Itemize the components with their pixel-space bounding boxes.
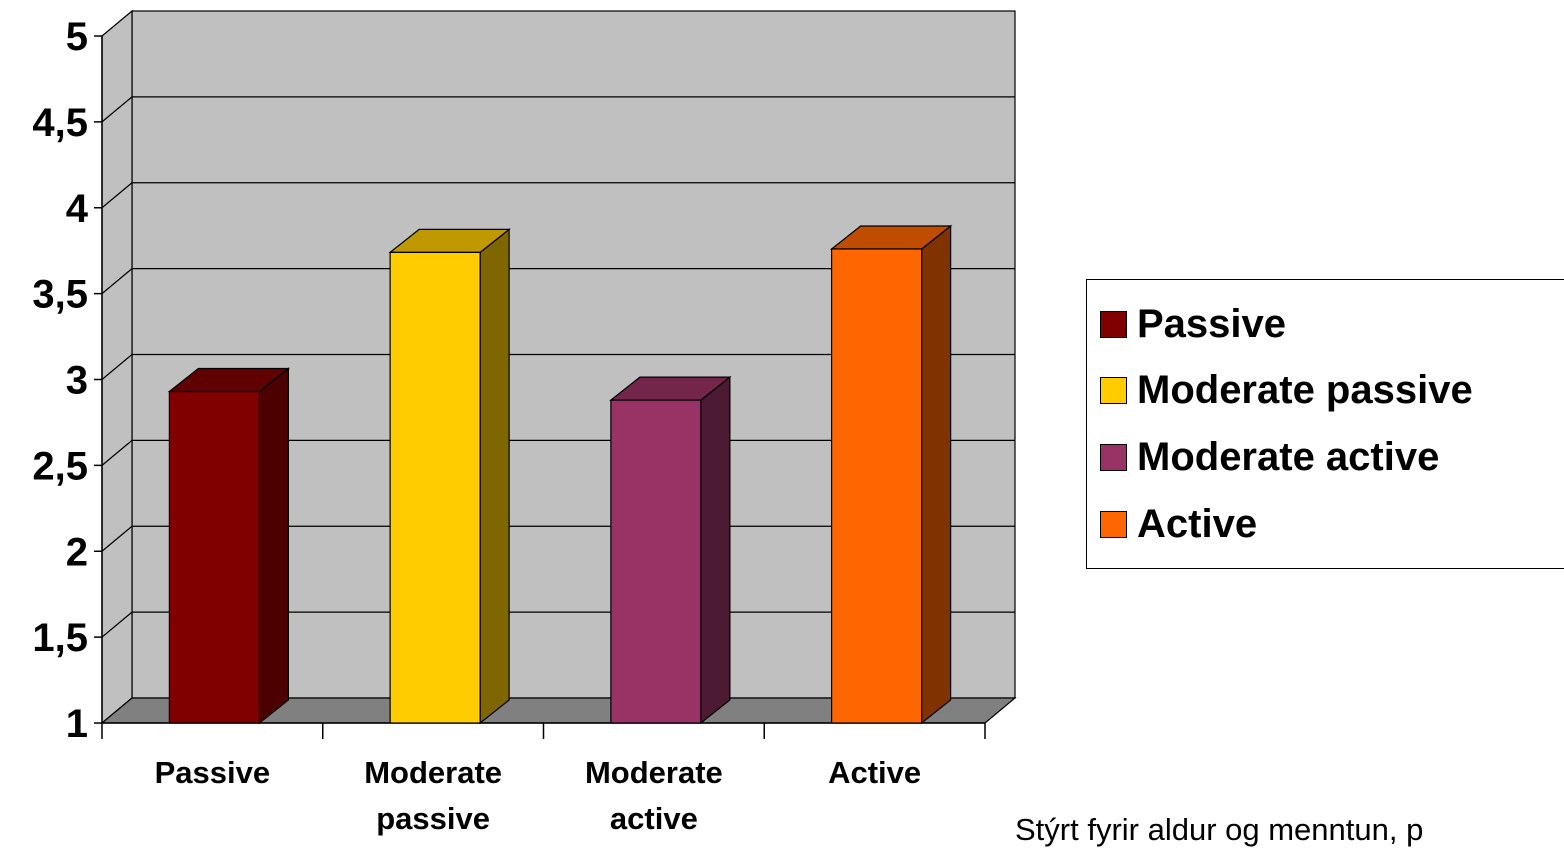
y-tick-label: 4 [66,187,89,231]
legend-label: Moderate passive [1137,368,1473,412]
bar-side [700,375,731,725]
y-tick-labels: 1 1,5 2 2,5 3 3,5 4 4,5 5 [32,15,88,746]
gridline-side [101,268,133,295]
gridline-side [101,525,133,552]
legend: Passive Moderate passive Moderate active… [1086,279,1564,569]
y-tick-label: 1,5 [32,616,88,660]
bar-front [168,390,260,724]
legend-swatch-active [1100,511,1127,538]
legend-item-moderate-active: Moderate active [1100,435,1439,480]
bars [167,224,953,725]
bar-moderate-active [609,375,732,725]
gridline-side [101,96,133,123]
footnote: Stýrt fyrir aldur og menntun, p [1015,812,1424,847]
legend-label: Passive [1137,302,1287,346]
legend-swatch-passive [1100,311,1127,338]
x-tick-label: Passive [155,755,271,790]
x-tick-label: active [610,801,698,836]
bar-side [479,228,510,725]
y-tick-label: 4,5 [32,101,88,145]
gridline-side [101,354,133,380]
x-tick-label: Moderate [364,755,502,790]
bar-side [258,367,289,725]
legend-label: Moderate active [1137,435,1440,479]
bar-passive [167,367,291,725]
bar-front [389,251,481,724]
y-tick-label: 5 [66,15,88,59]
y-tick-label: 2 [66,530,88,574]
x-tick-label: passive [376,801,490,836]
bar-moderate-passive [388,228,511,725]
y-tick-label: 3,5 [32,273,88,317]
legend-label: Active [1137,502,1258,546]
legend-item-moderate-passive: Moderate passive [1100,368,1473,413]
y-tick-label: 3 [66,359,88,403]
gridline-side [101,611,133,638]
gridline-side [101,182,133,209]
gridline-side [101,439,133,466]
bar-front [610,399,702,724]
bar-active [829,224,953,725]
legend-item-active: Active [1100,502,1257,547]
legend-swatch-moderate-active [1100,444,1127,471]
y-tick-label: 2,5 [32,444,88,488]
legend-item-passive: Passive [1100,302,1286,347]
bar-side [921,224,952,725]
x-tick-label: Active [828,755,921,790]
x-tick-label: Moderate [585,755,723,790]
legend-swatch-moderate-passive [1100,377,1127,404]
bar-front [831,248,923,724]
y-tick-label: 1 [66,702,88,746]
x-tick-labels: Passive Moderate passive Moderate active Acti… [155,755,922,836]
